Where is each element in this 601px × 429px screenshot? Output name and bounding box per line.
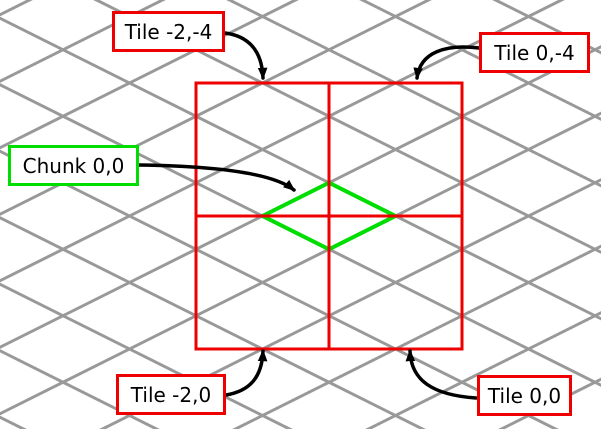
label-tile-0-0: Tile 0,0	[477, 375, 572, 416]
iso-grid-line	[0, 111, 601, 416]
label-tile-neg2-neg4: Tile -2,-4	[112, 11, 225, 52]
arrow-chunk-0-0	[137, 163, 296, 192]
arrow-tile-0-0	[405, 349, 478, 400]
iso-grid-line	[232, 244, 601, 429]
label-tile-neg2-0: Tile -2,0	[116, 374, 226, 415]
label-chunk-0-0: Chunk 0,0	[8, 145, 139, 186]
iso-grid-line	[0, 0, 299, 150]
label-tile-0-neg4: Tile 0,-4	[479, 32, 590, 73]
iso-grid-line	[498, 377, 601, 429]
iso-grid-line	[0, 0, 601, 6]
arrow-tile-neg2-0	[224, 349, 268, 397]
iso-grid-line	[0, 0, 565, 283]
iso-grid-line	[99, 178, 601, 429]
iso-grid-line	[365, 311, 601, 429]
iso-grid-line	[0, 349, 160, 429]
arrow-tile-neg2-neg4	[223, 31, 268, 80]
iso-grid-line	[0, 216, 426, 429]
tile-grid	[194, 81, 464, 351]
iso-grid-line	[0, 0, 166, 83]
arrow-tile-0-neg4	[413, 45, 481, 80]
iso-grid-line	[0, 282, 293, 429]
iso-grid-line	[0, 0, 33, 17]
